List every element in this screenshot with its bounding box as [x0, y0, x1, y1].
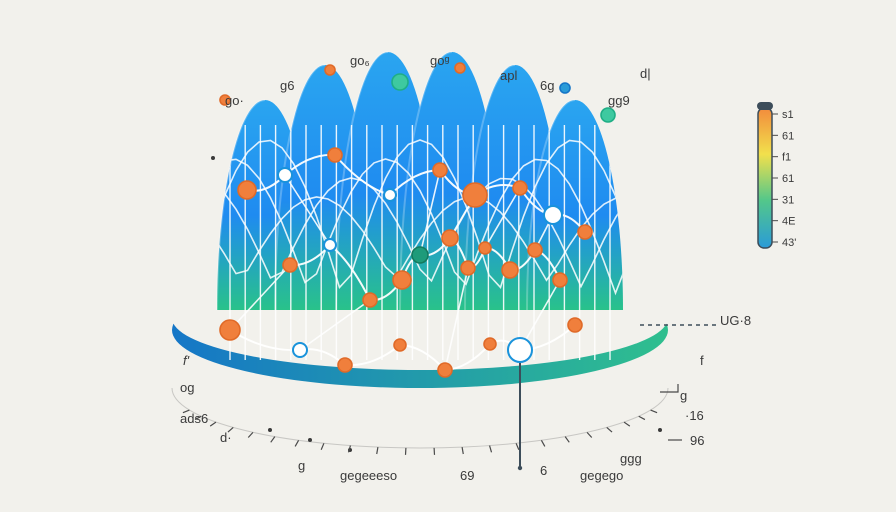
node-orange [394, 339, 406, 351]
decorative-label: f' [183, 353, 190, 368]
decorative-label: 69 [460, 468, 474, 483]
decorative-label: gegeeeso [340, 468, 397, 483]
decorative-label: 96 [690, 433, 704, 448]
decorative-label: ggg [620, 451, 642, 466]
axis-ticks [172, 384, 682, 455]
decorative-label: og [180, 380, 194, 395]
decorative-label: ·16 [685, 408, 704, 423]
node-white [508, 338, 532, 362]
scale-tick-label: 31 [782, 194, 794, 206]
scale-tick-label: 43' [782, 237, 796, 249]
node-dot [211, 156, 215, 160]
node-orange [220, 320, 240, 340]
node-white [544, 206, 562, 224]
node-teal [392, 74, 408, 90]
decorative-label: goᵍ [430, 53, 449, 68]
decorative-label: gg9 [608, 93, 630, 108]
decorative-label: d· [220, 430, 232, 445]
node-teal_dark [412, 247, 428, 263]
node-blue [560, 83, 570, 93]
decorative-label: gegego [580, 468, 623, 483]
scale-tick-label: f1 [782, 152, 791, 164]
decorative-label: 6 [540, 463, 547, 478]
scale-tick-label: 4E [782, 216, 795, 228]
node-dot [658, 428, 662, 432]
node-white [324, 239, 336, 251]
node-orange [283, 258, 297, 272]
node-orange [438, 363, 452, 377]
node-orange [325, 65, 335, 75]
decorative-label: g6 [280, 78, 294, 93]
node-orange [568, 318, 582, 332]
decorative-label: d| [640, 66, 651, 81]
node-white [293, 343, 307, 357]
node-orange [553, 273, 567, 287]
node-orange [578, 225, 592, 239]
node-orange [513, 181, 527, 195]
node-white [384, 189, 396, 201]
node-orange [328, 148, 342, 162]
node-orange [433, 163, 447, 177]
infographic-dome-network: s161f161314E43' go·g6go₆goᵍapl6ggg9d|fUG… [0, 0, 896, 512]
color-scale: s1 61 f1 61 31 4E 43' [757, 102, 796, 249]
node-orange [484, 338, 496, 350]
node-orange [479, 242, 491, 254]
scale-tick-label: 61 [782, 173, 794, 185]
node-orange [463, 183, 487, 207]
decorative-label: ads6 [180, 411, 208, 426]
scale-tick-label: 61 [782, 130, 794, 142]
decorative-label: g [298, 458, 305, 473]
node-dot [268, 428, 272, 432]
scale-tick-label: s1 [782, 109, 794, 121]
node-orange [461, 261, 475, 275]
decorative-label: apl [500, 68, 517, 83]
node-orange [393, 271, 411, 289]
node-orange [363, 293, 377, 307]
decorative-label: UG·8 [720, 313, 751, 328]
node-orange [455, 63, 465, 73]
node-orange [338, 358, 352, 372]
decorative-label: go₆ [350, 53, 370, 68]
decorative-label: f [700, 353, 704, 368]
node-orange [528, 243, 542, 257]
node-teal [601, 108, 615, 122]
node-white [278, 168, 292, 182]
decorative-label: g [680, 388, 687, 403]
decorative-label: 6g [540, 78, 554, 93]
node-orange [442, 230, 458, 246]
node-orange [238, 181, 256, 199]
decorative-label: go· [225, 93, 244, 108]
node-orange [502, 262, 518, 278]
